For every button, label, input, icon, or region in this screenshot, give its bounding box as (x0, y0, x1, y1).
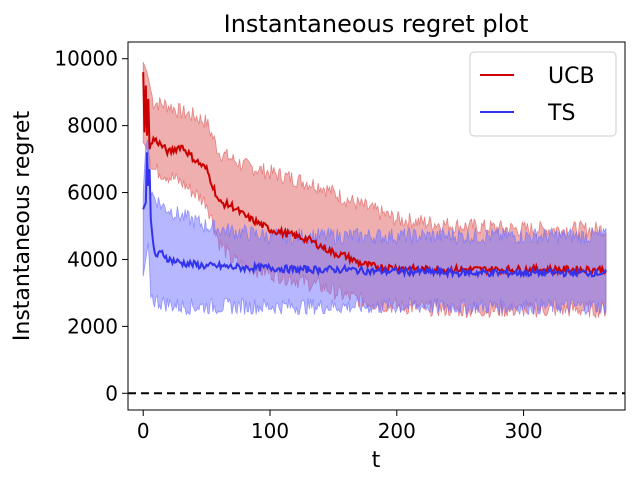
series-line-ucb (142, 72, 607, 277)
y-tick-label: 6000 (67, 181, 118, 205)
y-tick-label: 10000 (54, 47, 118, 71)
x-tick-label: 0 (137, 419, 150, 443)
y-tick-label: 2000 (67, 314, 118, 338)
legend-label-ts: TS (547, 101, 575, 126)
y-tick-label: 8000 (67, 114, 118, 138)
x-tick-label: 200 (378, 419, 416, 443)
x-tick-label: 100 (251, 419, 289, 443)
legend-box (469, 51, 617, 137)
y-tick-label: 4000 (67, 247, 118, 271)
y-axis-label: Instantaneous regret (10, 111, 35, 342)
x-tick-label: 300 (504, 419, 542, 443)
legend-label-ucb: UCB (548, 64, 595, 89)
x-axis-label: t (372, 448, 381, 473)
plot-frame (127, 41, 626, 411)
y-tick-label: 0 (105, 381, 118, 405)
series-line-ts (142, 152, 607, 280)
chart-title: Instantaneous regret plot (224, 10, 529, 38)
plot-area: 0 100 200 300 0 2000 4000 6000 8000 10000 (54, 41, 626, 443)
legend: UCB TS (469, 51, 617, 137)
